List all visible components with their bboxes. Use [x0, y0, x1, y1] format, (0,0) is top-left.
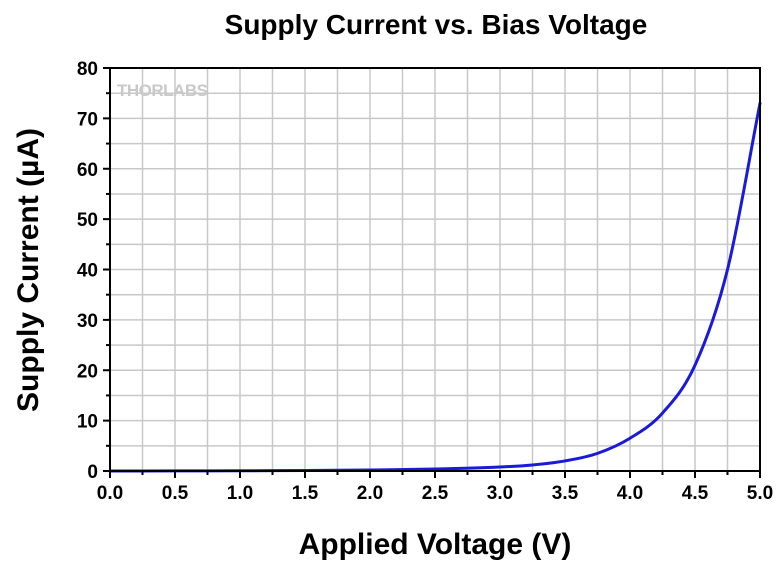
y-tick-label: 70	[77, 109, 98, 130]
chart-title: Supply Current vs. Bias Voltage	[225, 9, 648, 40]
y-tick-labels: 0 10 20 30 40 50 60 70 80	[77, 59, 98, 483]
x-tick-labels: 0.0 0.5 1.0 1.5 2.0 2.5 3.0 3.5 4.0 4.5 5.0	[97, 483, 773, 504]
x-tick-label: 0.5	[162, 483, 189, 504]
y-tick-label: 40	[77, 261, 98, 282]
x-tick-label: 4.5	[682, 483, 709, 504]
y-tick-label: 30	[77, 311, 98, 332]
y-tick-label: 0	[87, 462, 98, 483]
y-tick-label: 10	[77, 412, 98, 433]
x-tick-label: 5.0	[747, 483, 773, 504]
x-axis-label: Applied Voltage (V)	[299, 528, 572, 561]
y-axis-label: Supply Current (µA)	[12, 128, 45, 412]
x-tick-label: 4.0	[617, 483, 643, 504]
axis-ticks	[103, 67, 761, 478]
y-tick-label: 20	[77, 361, 98, 382]
x-tick-label: 2.0	[357, 483, 383, 504]
x-tick-label: 1.5	[292, 483, 319, 504]
x-tick-label: 0.0	[97, 483, 123, 504]
y-tick-label: 80	[77, 59, 98, 80]
x-tick-label: 3.5	[552, 483, 579, 504]
watermark: THORLABS	[117, 81, 208, 100]
y-tick-label: 60	[77, 160, 98, 181]
x-tick-label: 3.0	[487, 483, 513, 504]
x-tick-label: 2.5	[422, 483, 449, 504]
x-tick-label: 1.0	[227, 483, 253, 504]
y-tick-label: 50	[77, 210, 98, 231]
thorlabs-logo: THORLABS	[117, 81, 208, 100]
gridlines	[110, 68, 760, 471]
